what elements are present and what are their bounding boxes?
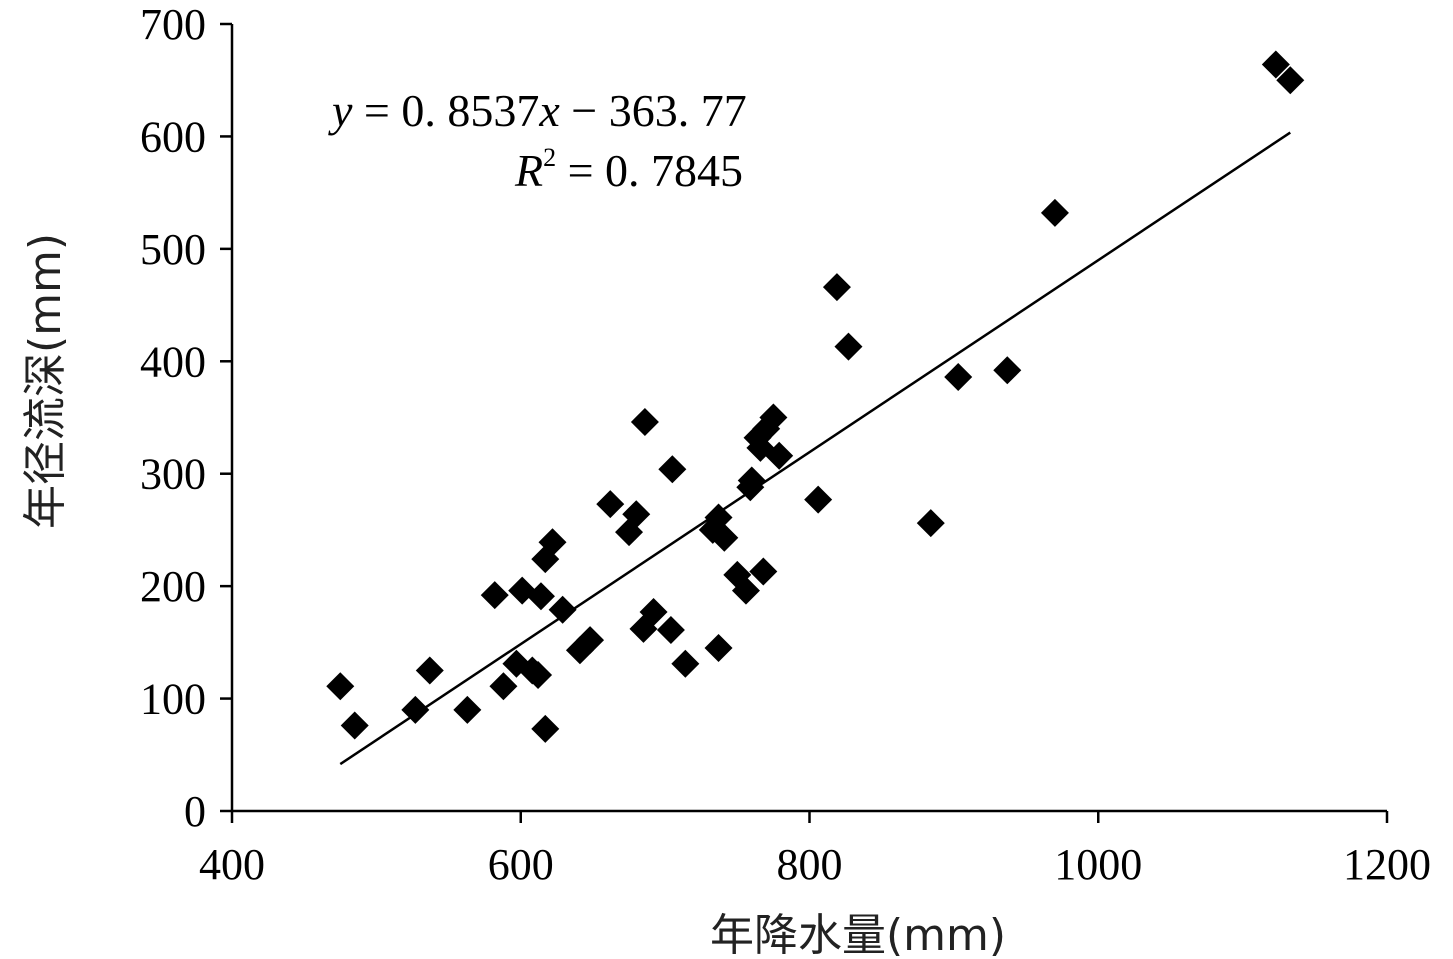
y-tick-label: 300 — [140, 450, 206, 499]
data-point — [489, 672, 518, 701]
data-point — [1261, 50, 1290, 79]
data-point — [710, 523, 739, 552]
y-tick-label: 0 — [184, 787, 206, 836]
equation-slope: = 0. 8537 — [352, 85, 539, 136]
data-points — [326, 50, 1305, 743]
x-axis-ticks: 400 600 800 1000 1200 — [199, 811, 1431, 889]
data-point — [326, 672, 355, 701]
x-tick-label: 1000 — [1054, 840, 1142, 889]
data-point — [401, 695, 430, 724]
x-axis-title: 年降水量(mm) — [710, 910, 1006, 959]
data-point — [576, 626, 605, 655]
y-tick-label: 400 — [140, 337, 206, 386]
y-tick-label: 200 — [140, 562, 206, 611]
y-tick-label: 700 — [140, 0, 206, 49]
data-point — [704, 503, 733, 532]
data-point — [531, 714, 560, 743]
data-point — [749, 557, 778, 586]
trendline-group — [339, 131, 1291, 766]
data-point — [834, 332, 863, 361]
r-squared-superscript: 2 — [543, 143, 556, 172]
data-point — [704, 633, 733, 662]
data-point — [656, 615, 685, 644]
equation-intercept: − 363. 77 — [560, 85, 747, 136]
data-point — [524, 660, 553, 689]
data-point — [548, 595, 577, 624]
data-point — [480, 581, 509, 610]
data-point — [759, 403, 788, 432]
data-point — [765, 441, 794, 470]
trendline — [339, 131, 1291, 766]
data-point — [916, 509, 945, 538]
x-tick-label: 1200 — [1343, 840, 1431, 889]
data-point — [944, 363, 973, 392]
data-point — [993, 356, 1022, 385]
x-tick-label: 800 — [777, 840, 843, 889]
equation-y: y — [328, 85, 353, 136]
y-axis-ticks: 0 100 200 300 400 500 600 700 — [140, 0, 232, 836]
data-point — [1040, 198, 1069, 227]
data-point — [630, 407, 659, 436]
data-point — [596, 490, 625, 519]
x-tick-label: 600 — [488, 840, 554, 889]
data-point — [538, 528, 567, 557]
y-axis-title: 年径流深(mm) — [20, 233, 71, 529]
data-point — [731, 576, 760, 605]
y-tick-label: 600 — [140, 112, 206, 161]
r-squared-r: R — [514, 145, 543, 196]
data-point — [671, 649, 700, 678]
data-point — [415, 656, 444, 685]
equation-x: x — [538, 85, 560, 136]
data-point — [737, 466, 766, 495]
r-squared-value: = 0. 7845 — [556, 145, 743, 196]
data-point — [340, 711, 369, 740]
data-point — [526, 582, 555, 611]
x-tick-label: 400 — [199, 840, 265, 889]
y-tick-label: 500 — [140, 225, 206, 274]
regression-equation: y = 0. 8537x − 363. 77 — [328, 85, 747, 136]
data-point — [453, 695, 482, 724]
data-point — [622, 500, 651, 529]
data-point — [804, 485, 833, 514]
data-point — [1276, 66, 1305, 95]
data-point — [822, 273, 851, 302]
axes — [230, 24, 1387, 813]
r-squared-label: R2 = 0. 7845 — [514, 143, 743, 196]
data-point — [658, 455, 687, 484]
data-point — [639, 598, 668, 627]
y-tick-label: 100 — [140, 675, 206, 724]
